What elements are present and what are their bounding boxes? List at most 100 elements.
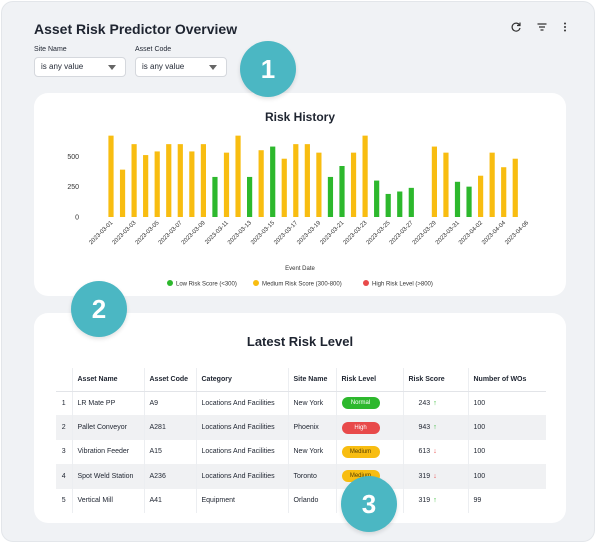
select-value: is any value — [41, 62, 84, 71]
number-of-wos: 100 — [468, 415, 546, 440]
column-header-category: Category — [196, 368, 289, 392]
asset-name: Vertical Mill — [72, 488, 145, 513]
more-vertical-icon[interactable] — [562, 20, 574, 34]
bar-2023-03-20 — [327, 176, 334, 217]
filter-label: Site Name — [34, 46, 67, 53]
trend-arrow-icon: ↓ — [433, 472, 437, 480]
filter-icon[interactable] — [536, 20, 548, 34]
risk-score: 243 — [418, 399, 431, 407]
bar-2023-03-03 — [131, 144, 137, 217]
bar-2023-04-03 — [489, 152, 495, 217]
bar-2023-04-02 — [478, 175, 484, 217]
column-header-number-of-wos: Number of WOs — [468, 368, 546, 392]
bar-2023-03-16 — [281, 158, 287, 217]
risk-score-cell: 943 ↑ — [403, 415, 469, 440]
column-header-risk-level: Risk Level — [336, 368, 404, 392]
number-of-wos: 100 — [473, 448, 486, 456]
legend-marker — [253, 280, 259, 286]
site-name: New York — [288, 391, 337, 416]
risk-history-card: Risk History 0 250 500 2023-03-01 2023-03-03… — [34, 93, 566, 296]
bar-2023-03-07 — [177, 144, 183, 217]
bar-2023-03-13 — [247, 176, 253, 217]
bar-2023-03-25 — [385, 193, 391, 217]
callout-badge-2: 2 — [71, 281, 127, 337]
trend-arrow-icon: ↑ — [433, 424, 437, 432]
asset-name: LR Mate PP — [72, 391, 145, 416]
category: Locations And Facilities — [196, 439, 289, 465]
legend-marker — [363, 280, 369, 286]
row-number: 1 — [56, 391, 73, 416]
legend-label: High Risk Level (>800) — [372, 282, 433, 288]
row-number: 5 — [56, 488, 73, 513]
risk-score-cell: 319 ↑ — [403, 488, 469, 513]
table-row[interactable]: 1 LR Mate PP A9 Locations And Facilities New… — [56, 391, 546, 416]
bar-2023-04-04 — [501, 167, 507, 217]
refresh-icon[interactable] — [510, 20, 522, 34]
table-title: Latest Risk Level — [246, 334, 354, 349]
trend-arrow-icon: ↑ — [433, 399, 437, 407]
table-header-row: Asset Name Asset Code Category Site Name… — [56, 368, 546, 392]
select-value: is any value — [142, 62, 185, 71]
risk-score: 319 — [418, 472, 431, 480]
toolbar — [510, 20, 574, 34]
asset-code: A9 — [144, 391, 197, 416]
bar-2023-03-18 — [304, 144, 310, 217]
bar-2023-04-01 — [466, 186, 472, 217]
asset-code-select[interactable]: is any value — [135, 57, 227, 77]
bar-2023-03-05 — [154, 151, 160, 217]
category: Locations And Facilities — [196, 415, 289, 440]
bar-2023-03-27 — [408, 187, 414, 217]
bar-2023-03-08 — [189, 151, 195, 217]
row-number: 2 — [56, 415, 73, 440]
table-row[interactable]: 4 Spot Weld Station A236 Locations And Faci… — [56, 464, 546, 489]
risk-level-cell: Normal — [336, 391, 404, 416]
site-name: Phoenix — [288, 415, 337, 440]
bar-2023-03-29 — [431, 146, 437, 217]
bar-2023-03-17 — [293, 144, 299, 217]
trend-arrow-icon: ↓ — [433, 448, 437, 456]
bar-2023-03-26 — [397, 191, 403, 217]
bar-2023-03-15 — [270, 146, 276, 217]
bar-2023-03-21 — [339, 166, 345, 217]
legend-label: Medium Risk Score (300-800) — [262, 282, 342, 288]
filter-site-name: Site Name is any value — [34, 46, 126, 77]
risk-score-cell: 243 ↑ — [403, 391, 469, 416]
category: Locations And Facilities — [196, 464, 289, 489]
column-header-asset-name: Asset Name — [72, 368, 145, 392]
bar-2023-03-19 — [316, 152, 322, 217]
table-row[interactable]: 3 Vibration Feeder A15 Locations And Facili… — [56, 439, 546, 465]
table-row[interactable]: 2 Pallet Conveyor A281 Locations And Facili… — [56, 415, 546, 440]
bar-2023-03-10 — [212, 176, 218, 217]
site-name-select[interactable]: is any value — [34, 57, 126, 77]
risk-history-chart: 02505002023-03-012023-03-032023-03-05202… — [67, 135, 531, 288]
risk-level-cell: Medium — [336, 439, 404, 465]
row-number: 4 — [56, 464, 73, 489]
y-tick-label: 250 — [67, 184, 79, 191]
bar-2023-03-02 — [119, 169, 126, 217]
latest-risk-card: Latest Risk Level Asset Name Asset Code … — [34, 313, 566, 523]
site-name: Orlando — [288, 488, 337, 513]
page-title: Asset Risk Predictor Overview — [34, 21, 238, 37]
bar-2023-03-30 — [443, 152, 449, 217]
category: Equipment — [196, 488, 289, 513]
asset-code: A15 — [144, 439, 197, 465]
bar-2023-03-04 — [143, 155, 149, 217]
asset-code: A236 — [144, 464, 197, 489]
bar-2023-03-23 — [362, 135, 368, 217]
bar-2023-03-14 — [258, 150, 264, 217]
number-of-wos: 100 — [468, 464, 546, 489]
row-number: 3 — [56, 439, 73, 465]
y-tick-label: 0 — [75, 215, 79, 222]
filter-label: Asset Code — [135, 46, 172, 53]
x-axis-label: Event Date — [285, 266, 315, 272]
column-header-index — [56, 368, 73, 392]
caret-down-icon — [209, 65, 217, 70]
column-header-site-name: Site Name — [288, 368, 337, 392]
x-tick-label: 2023-03-09 — [181, 220, 207, 246]
risk-score-cell: 613 ↓ — [403, 439, 469, 465]
caret-down-icon — [108, 65, 116, 70]
callout-badge-1: 1 — [240, 41, 296, 97]
bar-2023-04-05 — [512, 158, 518, 217]
